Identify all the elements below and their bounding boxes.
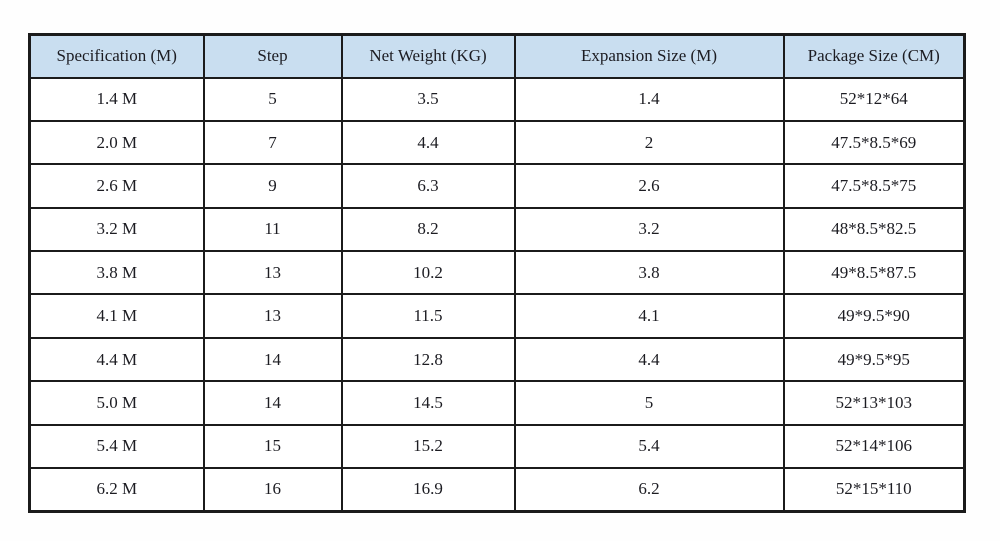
table-cell: 4.4 M — [28, 336, 205, 383]
table-row: 3.8 M 13 10.2 3.8 49*8.5*87.5 — [28, 250, 966, 296]
table-cell: 10.2 — [340, 250, 516, 296]
table-row: 6.2 M 16 16.9 6.2 52*15*110 — [28, 467, 966, 513]
table-cell: 9 — [202, 163, 343, 209]
table-cell: 16 — [202, 467, 343, 513]
table-row: 4.1 M 13 11.5 4.1 49*9.5*90 — [28, 293, 966, 339]
col-header-step: Step — [202, 33, 343, 79]
table-cell: 11 — [202, 206, 343, 253]
table-cell: 5.0 M — [28, 380, 205, 426]
table-row: 5.4 M 15 15.2 5.4 52*14*106 — [28, 423, 966, 470]
table-cell: 4.4 — [513, 336, 785, 383]
table-cell: 3.2 — [513, 206, 785, 253]
col-header-expansion-size: Expansion Size (M) — [513, 33, 785, 79]
table-cell: 3.2 M — [28, 206, 205, 253]
table-cell: 3.8 M — [28, 250, 205, 296]
table-cell: 8.2 — [340, 206, 516, 253]
table-cell: 52*14*106 — [782, 423, 966, 470]
table-cell: 11.5 — [340, 293, 516, 339]
table-cell: 5 — [513, 380, 785, 426]
table-cell: 5.4 M — [28, 423, 205, 470]
table-cell: 6.2 M — [28, 467, 205, 513]
table-cell: 1.4 M — [28, 76, 205, 122]
table-cell: 52*13*103 — [782, 380, 966, 426]
table-cell: 2.6 — [513, 163, 785, 209]
table-cell: 14 — [202, 380, 343, 426]
table-cell: 4.1 M — [28, 293, 205, 339]
table-cell: 1.4 — [513, 76, 785, 122]
table-cell: 15.2 — [340, 423, 516, 470]
table-row: 4.4 M 14 12.8 4.4 49*9.5*95 — [28, 336, 966, 383]
table-cell: 47.5*8.5*69 — [782, 119, 966, 166]
table-cell: 5 — [202, 76, 343, 122]
table-cell: 5.4 — [513, 423, 785, 470]
table-cell: 7 — [202, 119, 343, 166]
table-cell: 49*9.5*90 — [782, 293, 966, 339]
table-row: 2.6 M 9 6.3 2.6 47.5*8.5*75 — [28, 163, 966, 209]
table-cell: 4.4 — [340, 119, 516, 166]
table-cell: 48*8.5*82.5 — [782, 206, 966, 253]
table-cell: 6.3 — [340, 163, 516, 209]
table-cell: 16.9 — [340, 467, 516, 513]
table-cell: 52*12*64 — [782, 76, 966, 122]
table-cell: 13 — [202, 250, 343, 296]
table-row: 3.2 M 11 8.2 3.2 48*8.5*82.5 — [28, 206, 966, 253]
table-row: 5.0 M 14 14.5 5 52*13*103 — [28, 380, 966, 426]
col-header-package-size: Package Size (CM) — [782, 33, 966, 79]
table-cell: 6.2 — [513, 467, 785, 513]
table-cell: 2 — [513, 119, 785, 166]
table-cell: 12.8 — [340, 336, 516, 383]
table-body: 1.4 M 5 3.5 1.4 52*12*64 2.0 M 7 4.4 2 47.5*8.5*6… — [28, 76, 966, 513]
table-cell: 2.0 M — [28, 119, 205, 166]
table-cell: 3.5 — [340, 76, 516, 122]
table-cell: 3.8 — [513, 250, 785, 296]
table-cell: 4.1 — [513, 293, 785, 339]
col-header-specification: Specification (M) — [28, 33, 205, 79]
table-row: 2.0 M 7 4.4 2 47.5*8.5*69 — [28, 119, 966, 166]
col-header-net-weight: Net Weight (KG) — [340, 33, 516, 79]
table-cell: 14 — [202, 336, 343, 383]
table-cell: 49*9.5*95 — [782, 336, 966, 383]
table-cell: 14.5 — [340, 380, 516, 426]
spec-table: Specification (M) Step Net Weight (KG) E… — [28, 33, 966, 513]
header-row: Specification (M) Step Net Weight (KG) E… — [28, 33, 966, 79]
table-cell: 13 — [202, 293, 343, 339]
table-cell: 2.6 M — [28, 163, 205, 209]
table-cell: 49*8.5*87.5 — [782, 250, 966, 296]
table-cell: 47.5*8.5*75 — [782, 163, 966, 209]
table-cell: 15 — [202, 423, 343, 470]
table-row: 1.4 M 5 3.5 1.4 52*12*64 — [28, 76, 966, 122]
table-cell: 52*15*110 — [782, 467, 966, 513]
